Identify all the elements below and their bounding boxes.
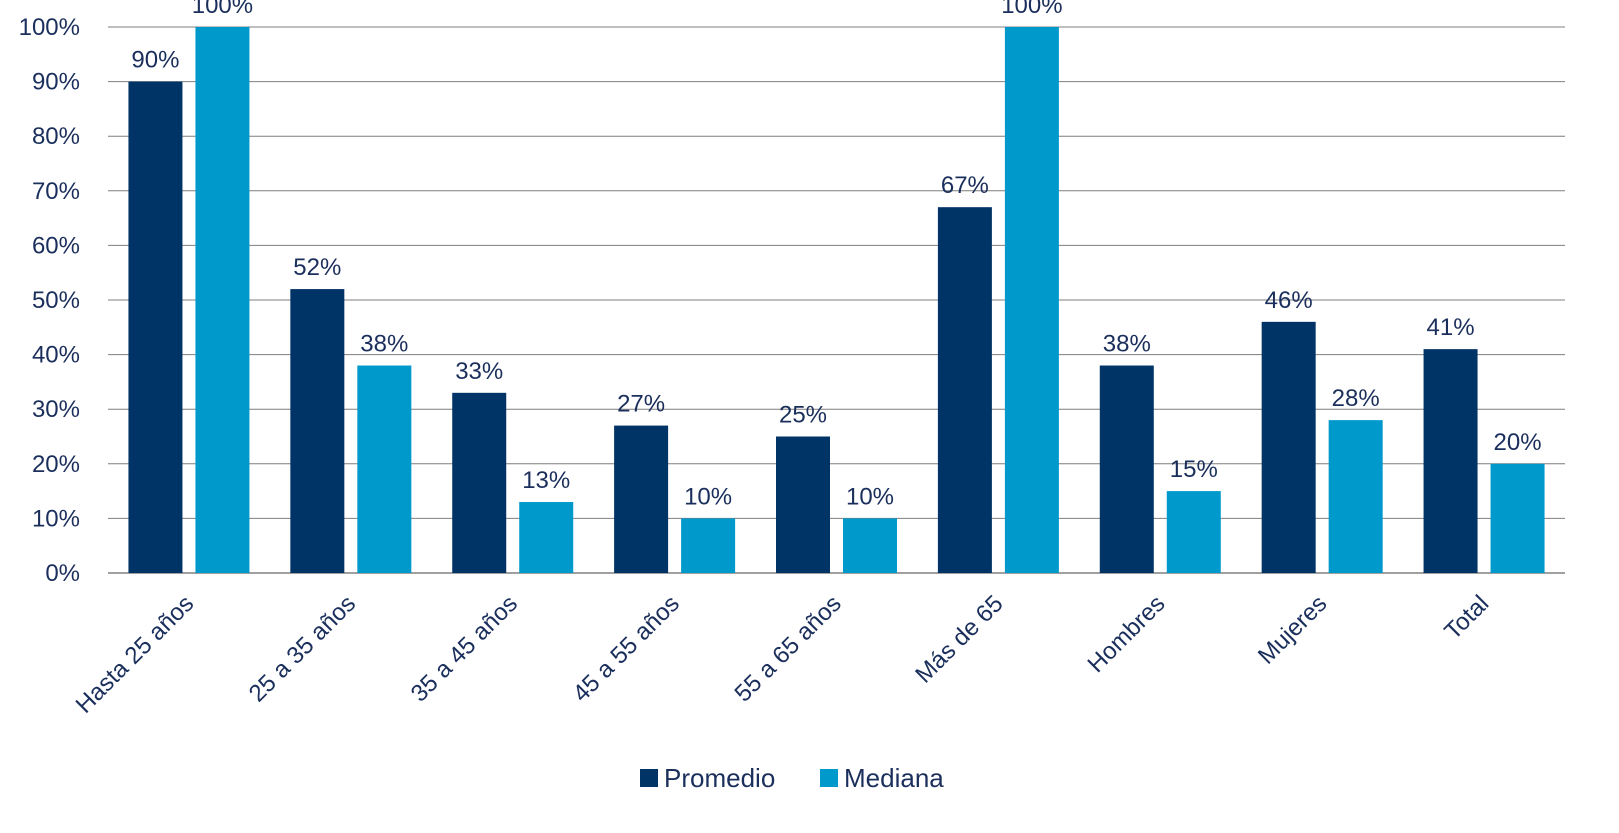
bar-promedio xyxy=(1423,349,1478,573)
y-tick-label: 30% xyxy=(32,396,80,423)
x-category-label: 35 a 45 años xyxy=(406,590,523,707)
data-label: 10% xyxy=(684,483,732,510)
data-label: 15% xyxy=(1170,456,1218,483)
data-label: 38% xyxy=(1103,331,1151,358)
legend-swatch-mediana xyxy=(820,769,838,787)
bars xyxy=(128,27,1545,573)
bar-mediana xyxy=(1490,463,1545,573)
legend-label: Promedio xyxy=(664,763,775,793)
y-tick-label: 50% xyxy=(32,287,80,314)
legend-swatch-promedio xyxy=(640,769,658,787)
data-label: 41% xyxy=(1427,314,1475,341)
bar-promedio xyxy=(1261,321,1316,573)
y-tick-label: 40% xyxy=(32,342,80,369)
y-tick-label: 10% xyxy=(32,505,80,532)
x-category-label: Hombres xyxy=(1083,590,1171,678)
bar-mediana xyxy=(519,502,574,573)
bar-promedio xyxy=(776,436,830,573)
data-label: 38% xyxy=(360,331,408,358)
y-tick-label: 80% xyxy=(32,123,80,150)
data-label: 28% xyxy=(1332,385,1380,412)
y-tick-label: 90% xyxy=(32,69,80,96)
y-tick-label: 60% xyxy=(32,232,80,259)
data-label: 100% xyxy=(1001,0,1062,19)
data-label: 25% xyxy=(779,402,827,429)
bar-promedio xyxy=(128,81,183,573)
legend-label: Mediana xyxy=(844,763,944,793)
x-category-label: Más de 65 xyxy=(910,590,1008,688)
data-label: 46% xyxy=(1265,287,1313,314)
data-label: 13% xyxy=(522,467,570,494)
data-label: 27% xyxy=(617,391,665,418)
x-category-label: Hasta 25 años xyxy=(71,590,200,719)
x-category-label: Total xyxy=(1439,590,1494,645)
bar-mediana xyxy=(1328,420,1383,573)
bar-promedio xyxy=(614,425,669,573)
y-tick-label: 0% xyxy=(45,560,80,587)
gridlines xyxy=(108,26,1565,574)
y-tick-label: 100% xyxy=(19,14,80,41)
data-label: 90% xyxy=(131,47,179,74)
legend: Promedio Mediana xyxy=(640,763,944,793)
x-axis: Hasta 25 años 25 a 35 años 35 a 45 años 45 … xyxy=(71,590,1495,719)
x-category-label: 25 a 35 años xyxy=(244,590,361,707)
bar-mediana xyxy=(843,518,897,573)
data-label: 52% xyxy=(293,254,341,281)
x-category-label: 55 a 65 años xyxy=(730,590,847,707)
data-label: 100% xyxy=(192,0,253,19)
data-label: 67% xyxy=(941,172,989,199)
bar-promedio xyxy=(1099,365,1154,573)
y-tick-label: 70% xyxy=(32,178,80,205)
bar-promedio xyxy=(937,207,992,573)
data-label: 10% xyxy=(846,483,894,510)
bar-promedio xyxy=(290,289,345,573)
data-label: 33% xyxy=(455,358,503,385)
bar-mediana xyxy=(1166,491,1221,573)
y-tick-label: 20% xyxy=(32,451,80,478)
data-label: 20% xyxy=(1494,429,1542,456)
y-axis: 0% 10% 20% 30% 40% 50% 60% 70% 80% 90% 100% xyxy=(19,14,80,587)
bar-mediana xyxy=(357,365,412,573)
bar-mediana xyxy=(681,518,736,573)
x-category-label: Mujeres xyxy=(1253,590,1332,669)
bar-mediana xyxy=(1004,27,1059,573)
x-category-label: 45 a 55 años xyxy=(568,590,685,707)
data-labels: 90% 100% 52% 38% 33% 13% 27% 10% 25% 10% 67% 100% 38… xyxy=(131,0,1541,510)
bar-promedio xyxy=(452,392,507,573)
bar-mediana xyxy=(195,27,250,573)
